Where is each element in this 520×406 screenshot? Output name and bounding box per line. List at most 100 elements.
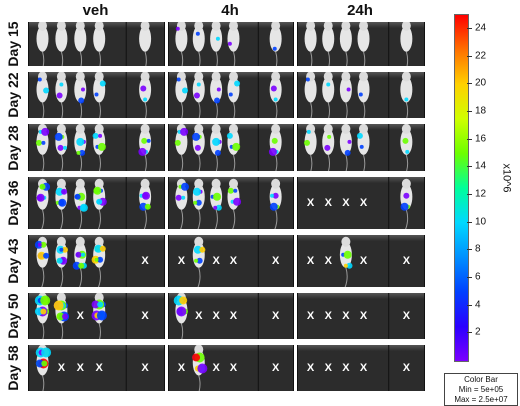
mouse xyxy=(322,124,335,171)
colorbar-legend: Color Bar Min = 5e+05 Max = 2.5e+07 xyxy=(444,373,518,406)
removed-marker: X xyxy=(271,310,280,322)
mouse xyxy=(173,293,188,339)
removed-marker: X xyxy=(324,197,332,209)
panel-image xyxy=(34,293,127,339)
removed-marker: X xyxy=(342,310,350,322)
removed-marker: X xyxy=(324,362,332,374)
removed-marker: X xyxy=(402,255,411,267)
row-label-day-43: Day 43 xyxy=(5,238,21,284)
colorbar-tick-label: 20 xyxy=(475,77,487,89)
panel-image xyxy=(388,293,390,339)
mouse xyxy=(357,72,370,118)
mouse xyxy=(210,124,223,171)
colorbar-tick-mark xyxy=(467,55,472,57)
mouse xyxy=(192,178,205,229)
removed-marker: X xyxy=(324,255,332,267)
panel-4h-day-36 xyxy=(168,177,294,229)
mouse xyxy=(92,124,106,171)
mouse xyxy=(35,345,52,391)
colorbar-tick-mark xyxy=(467,304,472,306)
legend-min-text: Min = 5e+05 xyxy=(458,385,504,394)
mouse xyxy=(138,124,152,171)
colorbar-tick-mark xyxy=(467,221,472,223)
panel-image xyxy=(192,345,259,391)
removed-marker: X xyxy=(229,362,238,374)
mouse xyxy=(74,178,88,229)
mouse xyxy=(210,22,223,66)
mouse xyxy=(192,236,206,287)
colorbar-tick-label: 6 xyxy=(475,271,481,283)
removed-marker: X xyxy=(229,255,238,267)
mouse xyxy=(192,22,205,66)
column-header-4h: 4h xyxy=(221,2,239,19)
mouse xyxy=(322,72,335,118)
mouse xyxy=(53,293,70,339)
mouse xyxy=(93,22,106,66)
panel-veh-day-36 xyxy=(28,177,165,229)
panel-image xyxy=(174,124,282,171)
removed-marker: X xyxy=(306,310,315,322)
row-label-day-22: Day 22 xyxy=(5,72,21,118)
panel-4h-day-28 xyxy=(168,124,294,171)
colorbar-tick-mark xyxy=(467,249,472,251)
mouse xyxy=(269,178,282,229)
mouse xyxy=(55,236,68,287)
panel-image xyxy=(388,177,413,229)
removed-marker: X xyxy=(229,310,238,322)
panel-image xyxy=(35,345,127,391)
removed-marker: X xyxy=(342,362,350,374)
panel-4h-day-22 xyxy=(168,72,294,118)
colorbar-tick-mark xyxy=(467,110,472,112)
panel-image xyxy=(36,22,152,66)
removed-marker: X xyxy=(306,255,315,267)
mouse xyxy=(339,236,353,287)
colorbar-tick-label: 14 xyxy=(475,160,487,172)
mouse xyxy=(35,124,50,171)
removed-marker: X xyxy=(212,255,220,267)
panel-image xyxy=(175,72,282,118)
legend-title-text: Color Bar xyxy=(464,375,498,384)
mouse xyxy=(72,236,87,287)
panel-24h-day-28 xyxy=(297,124,425,171)
panel-image xyxy=(175,177,282,229)
panel-image xyxy=(304,124,413,171)
legend-max-text: Max = 2.5e+07 xyxy=(454,395,508,404)
removed-marker: X xyxy=(359,255,368,267)
colorbar-tick-label: 12 xyxy=(475,188,487,200)
removed-marker: X xyxy=(95,362,103,374)
mouse xyxy=(55,22,68,66)
removed-marker: X xyxy=(141,310,149,322)
colorbar-tick-label: 8 xyxy=(475,243,481,255)
mouse xyxy=(93,178,107,229)
mouse xyxy=(227,178,242,229)
mouse xyxy=(175,178,189,229)
mouse xyxy=(227,72,241,118)
mouse xyxy=(74,124,87,171)
colorbar-tick-label: 18 xyxy=(475,105,487,117)
mouse xyxy=(36,72,50,118)
mouse xyxy=(400,124,413,171)
removed-marker: X xyxy=(359,362,368,374)
mouse xyxy=(357,22,370,66)
panel-veh-day-22 xyxy=(28,72,165,118)
mouse xyxy=(139,72,152,118)
panel-image xyxy=(173,293,259,339)
colorbar-tick-mark xyxy=(467,193,472,195)
mouse xyxy=(139,178,152,229)
panel-24h-day-22 xyxy=(297,72,425,118)
colorbar-unit-label: x10^6 xyxy=(500,163,513,193)
removed-marker: X xyxy=(177,362,186,374)
colorbar-tick-mark xyxy=(467,276,472,278)
mouse xyxy=(55,72,68,118)
colorbar-tick-mark xyxy=(467,138,472,140)
mouse xyxy=(91,236,106,287)
mouse xyxy=(322,22,335,66)
mouse xyxy=(93,72,106,118)
removed-marker: X xyxy=(76,310,84,322)
mouse xyxy=(36,178,51,229)
